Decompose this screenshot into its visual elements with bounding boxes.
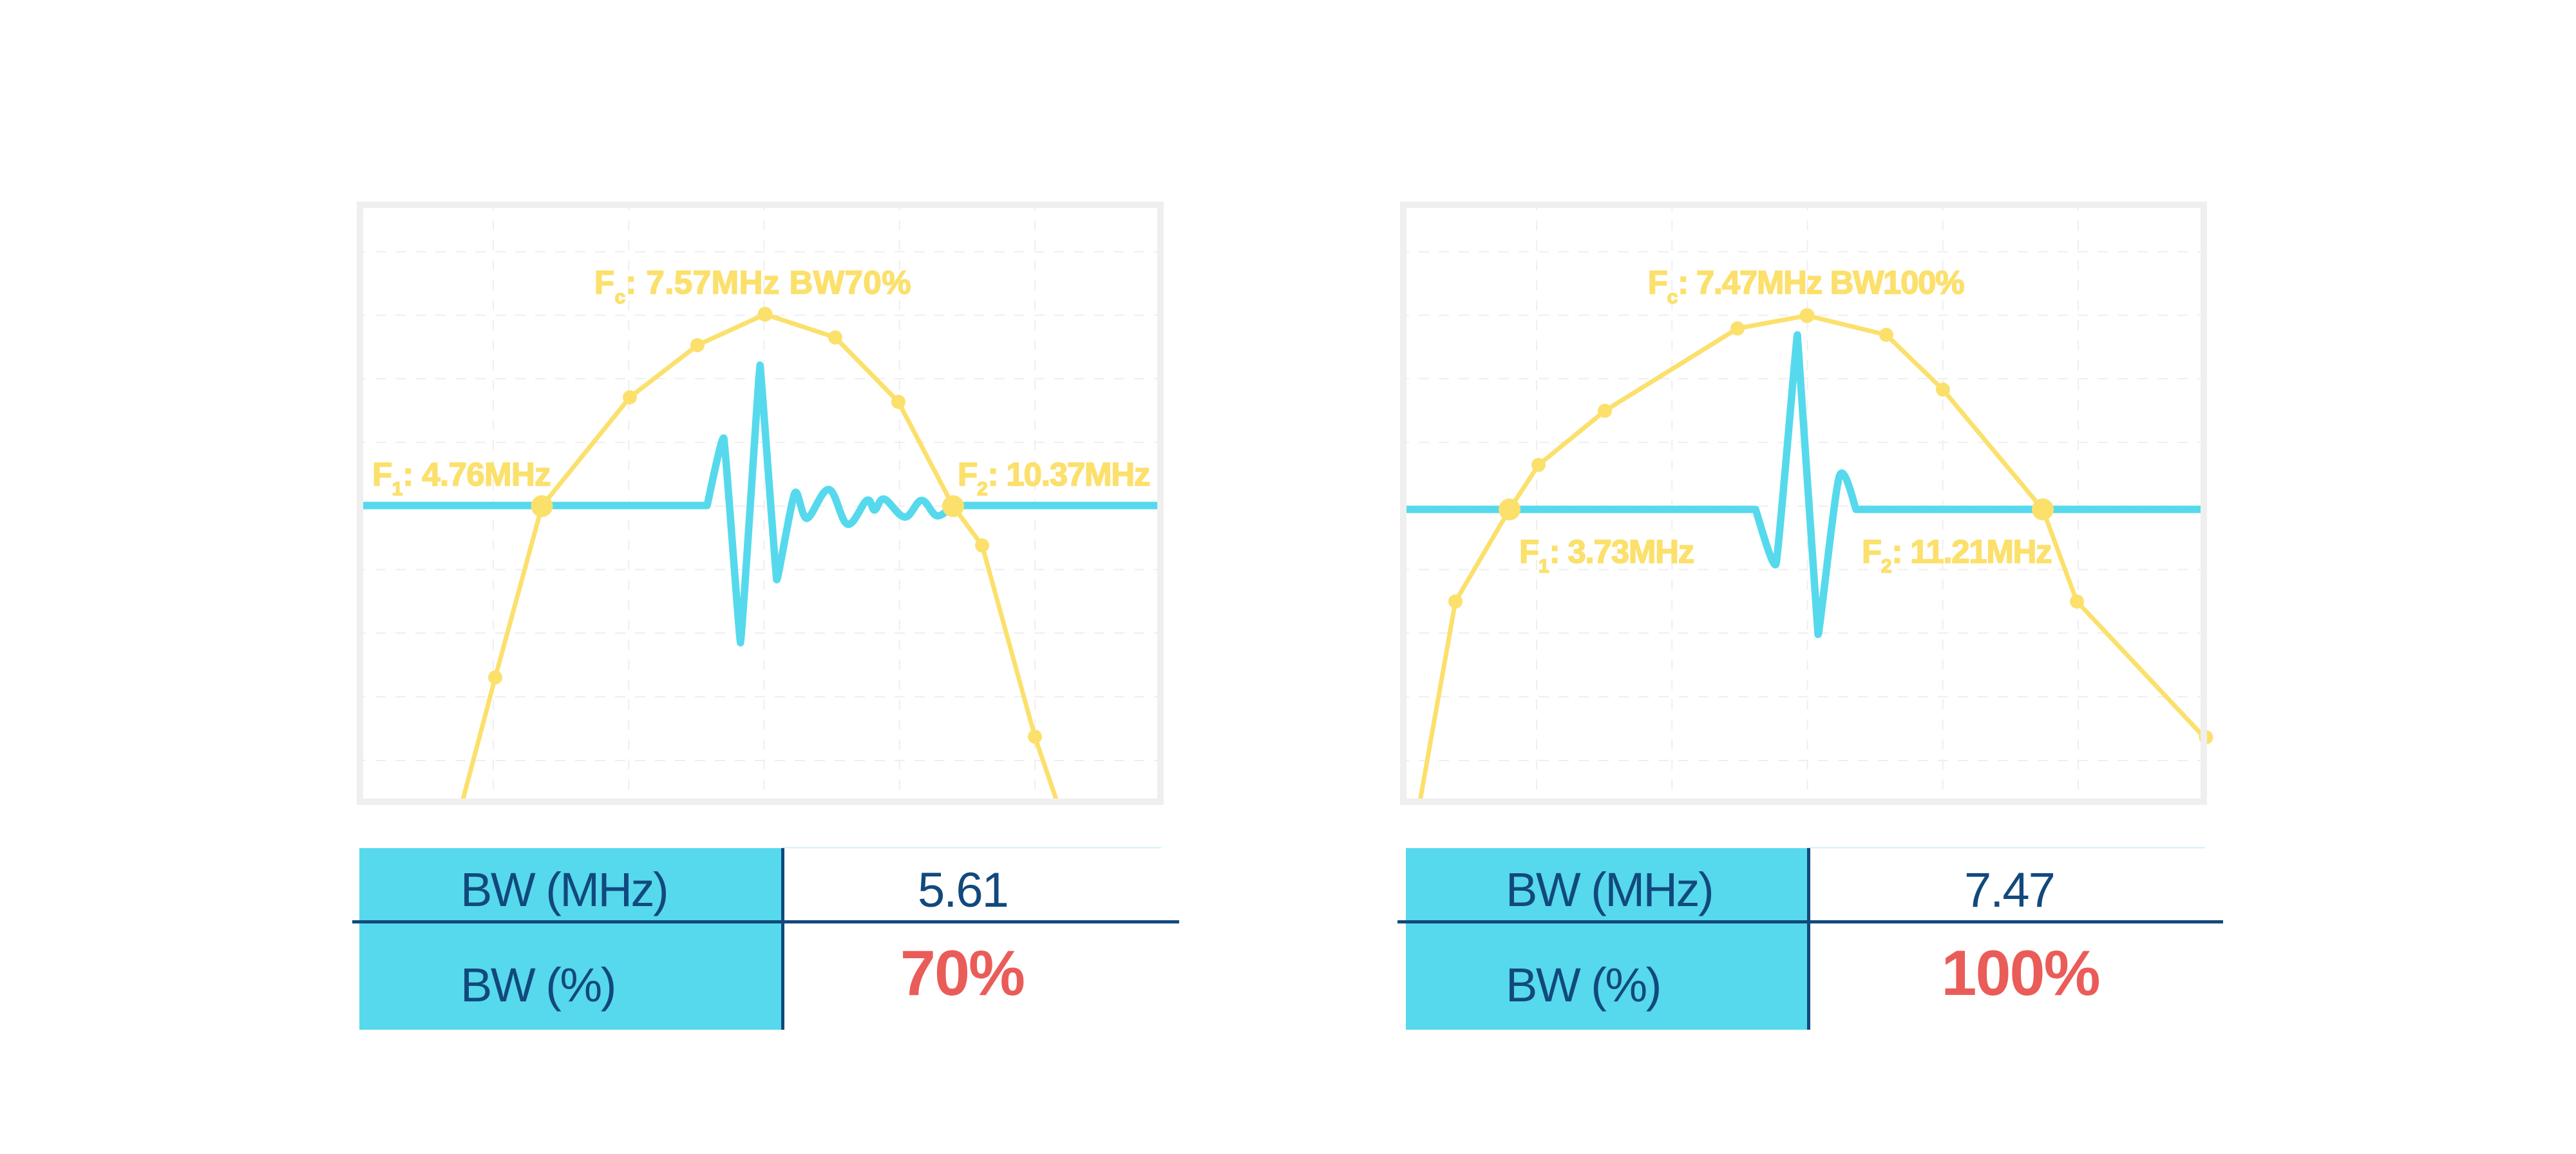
svg-text:BW (MHz): BW (MHz) bbox=[460, 863, 667, 916]
svg-text:BW (MHz): BW (MHz) bbox=[1506, 863, 1712, 916]
svg-text:70%: 70% bbox=[900, 937, 1024, 1008]
svg-text:F2: 10.37MHz: F2: 10.37MHz bbox=[958, 456, 1150, 500]
svg-text:100%: 100% bbox=[1941, 937, 2099, 1008]
svg-text:F2: 11.21MHz: F2: 11.21MHz bbox=[1862, 533, 2051, 577]
svg-text:F1: 3.73MHz: F1: 3.73MHz bbox=[1519, 533, 1694, 577]
svg-text:BW (%): BW (%) bbox=[460, 958, 615, 1012]
svg-text:7.47: 7.47 bbox=[1964, 863, 2054, 918]
svg-text:5.61: 5.61 bbox=[918, 863, 1008, 918]
svg-text:BW (%): BW (%) bbox=[1506, 958, 1660, 1012]
